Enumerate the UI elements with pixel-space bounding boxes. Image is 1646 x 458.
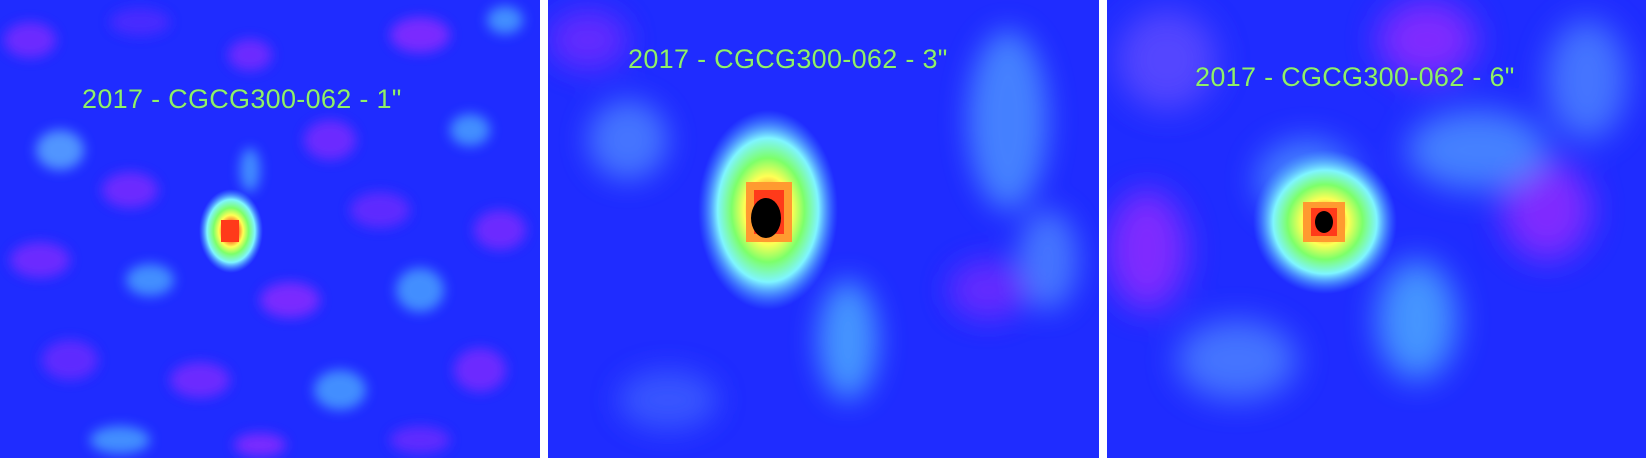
radio-source-core (1315, 211, 1333, 233)
panel-caption-6arcsec: 2017 - CGCG300-062 - 6" (1195, 62, 1515, 92)
panel-caption-3arcsec: 2017 - CGCG300-062 - 3" (628, 44, 948, 74)
radio-map-image-3arcsec (548, 0, 1099, 458)
radio-source-core (751, 198, 781, 238)
radio-map-image-6arcsec (1107, 0, 1646, 458)
radio-map-panel-1arcsec: 2017 - CGCG300-062 - 1" (0, 0, 540, 458)
panel-caption-1arcsec: 2017 - CGCG300-062 - 1" (82, 84, 402, 114)
radio-map-panel-6arcsec: 2017 - CGCG300-062 - 6" (1107, 0, 1646, 458)
radio-map-panel-3arcsec: 2017 - CGCG300-062 - 3" (548, 0, 1099, 458)
radio-map-image-1arcsec (0, 0, 540, 458)
